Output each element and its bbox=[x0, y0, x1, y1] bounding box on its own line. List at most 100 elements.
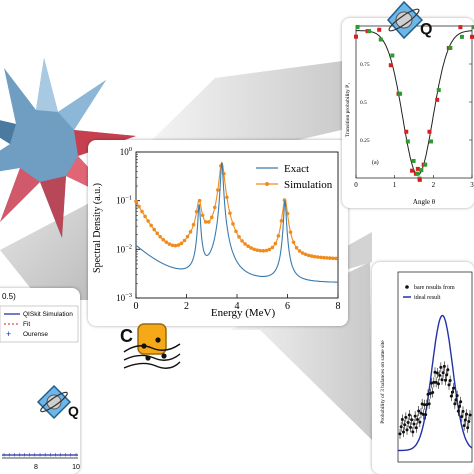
green-point bbox=[378, 37, 383, 42]
simulation-marker bbox=[234, 229, 238, 234]
y-tick-label: 100 bbox=[120, 146, 132, 157]
bare-result-point bbox=[406, 420, 410, 424]
bare-result-point bbox=[421, 412, 425, 416]
simulation-marker bbox=[188, 229, 193, 234]
bare-result-point bbox=[418, 420, 422, 424]
bare-result-point bbox=[468, 413, 472, 417]
x-tick-label: 10 bbox=[72, 464, 80, 471]
red-point bbox=[354, 34, 358, 39]
x-axis-label: Energy (MeV) bbox=[211, 307, 276, 319]
transition-probability-panel: 0 1 2 3 0.25 0.5 0.75 Angle θ Transition proba… bbox=[342, 18, 474, 208]
green-point bbox=[471, 25, 474, 30]
bare-result-point bbox=[463, 418, 467, 422]
bare-result-point bbox=[433, 370, 437, 374]
bare-result-point bbox=[405, 428, 409, 432]
legend-entry-qiskit: QISkit Simulation bbox=[23, 311, 73, 318]
simulation-marker bbox=[209, 215, 214, 220]
simulation-marker bbox=[334, 256, 338, 261]
legend-entry-simulation: Simulation bbox=[284, 179, 333, 191]
bare-result-point bbox=[419, 411, 423, 415]
y-tick-label: 0.75 bbox=[360, 62, 370, 68]
y-axis-label: Probability of 3 balances on same site bbox=[379, 340, 386, 424]
green-point bbox=[415, 171, 420, 176]
y-tick-label: 0.5 bbox=[360, 100, 367, 106]
bare-result-point bbox=[439, 365, 443, 369]
simulation-marker bbox=[200, 213, 205, 218]
simulation-marker bbox=[137, 204, 141, 209]
bare-result-point bbox=[460, 415, 464, 419]
legend: Exact Simulation bbox=[256, 163, 333, 191]
simulation-marker bbox=[231, 222, 235, 226]
red-point bbox=[410, 168, 415, 173]
legend: QISkit Simulation Fit + Ourense bbox=[0, 305, 79, 343]
simulation-marker bbox=[309, 254, 314, 258]
x-tick-label: 0 bbox=[354, 181, 358, 189]
x-tick-label: 0 bbox=[134, 301, 139, 312]
bare-result-point bbox=[398, 432, 402, 436]
bare-result-point bbox=[438, 373, 442, 377]
bare-result-point bbox=[404, 415, 408, 419]
bare-result-point bbox=[411, 430, 415, 434]
bare-result-point bbox=[458, 405, 461, 409]
bare-result-point bbox=[425, 403, 429, 407]
ourense-marker: + bbox=[17, 452, 21, 459]
qiskit-simulation-panel: 0.5) QISkit Simulation Fit + Ourense + + +… bbox=[0, 288, 80, 474]
ourense-marker: + bbox=[48, 452, 52, 459]
simulation-marker bbox=[237, 235, 241, 239]
simulation-marker bbox=[322, 255, 326, 260]
svg-text:+: + bbox=[6, 329, 11, 339]
series-exact-line bbox=[135, 162, 338, 283]
simulation-marker bbox=[267, 247, 272, 252]
bare-result-point bbox=[446, 368, 450, 372]
ourense-marker: + bbox=[12, 452, 16, 459]
plot-frame bbox=[397, 271, 473, 463]
simulation-marker bbox=[182, 238, 187, 243]
simulation-marker bbox=[134, 199, 138, 204]
bare-result-point bbox=[467, 419, 471, 423]
bare-result-point bbox=[456, 409, 460, 413]
simulation-marker bbox=[197, 198, 202, 203]
transition-probability-chart: 0 1 2 3 0.25 0.5 0.75 Angle θ Transition proba… bbox=[345, 24, 474, 206]
bare-result-point bbox=[454, 398, 458, 402]
qiskit-simulation-chart: 0.5) QISkit Simulation Fit + Ourense + + +… bbox=[0, 292, 80, 471]
red-point bbox=[388, 63, 393, 68]
bare-result-point bbox=[453, 402, 457, 406]
red-point bbox=[417, 177, 422, 182]
simulation-marker bbox=[258, 248, 263, 253]
corner-label: 0.5) bbox=[2, 292, 16, 301]
simulation-marker bbox=[167, 242, 172, 246]
simulation-marker bbox=[306, 253, 311, 258]
simulation-marker bbox=[206, 220, 211, 224]
x-tick-label: 1 bbox=[393, 181, 397, 189]
cirq-logo-icon: C bbox=[120, 323, 181, 369]
bare-result-point bbox=[451, 390, 454, 394]
qiskit-logo-icon: Q bbox=[36, 384, 79, 420]
x-tick-label: 3 bbox=[470, 181, 474, 189]
bare-result-point bbox=[432, 380, 436, 384]
q-letter: Q bbox=[68, 403, 79, 419]
ourense-marker: + bbox=[7, 452, 11, 459]
ourense-marker: + bbox=[28, 452, 32, 459]
x-tick-label: 8 bbox=[34, 464, 38, 471]
x-tick-label: 6 bbox=[285, 301, 290, 312]
bare-result-point bbox=[400, 417, 404, 421]
series-simulation-line bbox=[135, 161, 338, 260]
x-tick-label: 4 bbox=[235, 301, 240, 312]
simulation-marker bbox=[173, 243, 178, 248]
simulation-marker bbox=[191, 222, 196, 227]
simulation-marker bbox=[291, 240, 296, 245]
simulation-marker bbox=[303, 252, 308, 257]
green-point bbox=[411, 158, 416, 163]
bare-result-point bbox=[445, 373, 449, 377]
simulation-marker bbox=[316, 255, 320, 259]
bare-result-point bbox=[444, 378, 447, 382]
legend: bare results from ideal result bbox=[403, 284, 455, 301]
ourense-marker: + bbox=[69, 452, 73, 459]
panel-label: (a) bbox=[372, 159, 379, 166]
bare-result-point bbox=[465, 412, 468, 416]
green-point bbox=[448, 45, 453, 50]
simulation-marker bbox=[152, 227, 156, 232]
green-point bbox=[398, 91, 403, 96]
simulation-marker bbox=[319, 255, 323, 260]
simulation-marker bbox=[279, 219, 284, 223]
